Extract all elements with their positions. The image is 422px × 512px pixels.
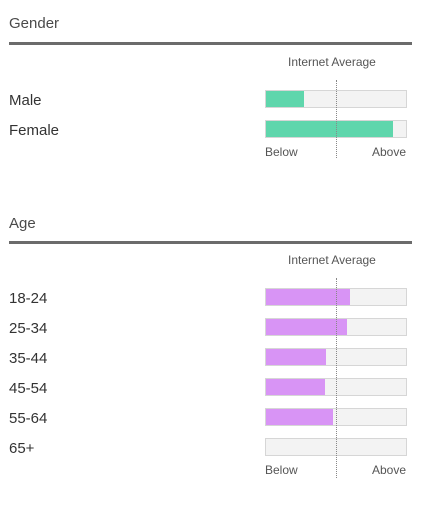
- age-bar-fill: [266, 349, 327, 365]
- age-section: Age Internet Average 18-24 25-34 35-44 4…: [9, 200, 412, 500]
- gender-internet-average-label: Internet Average: [288, 55, 376, 69]
- age-row-35-44: 35-44: [9, 348, 412, 370]
- gender-row-male: Male: [9, 90, 412, 112]
- age-row-65-plus: 65+: [9, 438, 412, 460]
- gender-row-label: Female: [9, 122, 60, 139]
- age-row-label: 55-64: [9, 410, 48, 427]
- age-bar-fill: [266, 409, 334, 425]
- age-row-18-24: 18-24: [9, 288, 412, 310]
- age-average-line: [336, 278, 337, 478]
- age-row-55-64: 55-64: [9, 408, 412, 430]
- gender-title: Gender: [9, 15, 60, 32]
- age-row-label: 65+: [9, 440, 35, 457]
- gender-bar-fill: [266, 121, 394, 137]
- age-row-label: 25-34: [9, 320, 48, 337]
- gender-bar-fill: [266, 91, 304, 107]
- age-axis-above-label: Above: [372, 463, 407, 477]
- age-row-45-54: 45-54: [9, 378, 412, 400]
- age-internet-average-label: Internet Average: [288, 253, 376, 267]
- gender-row-female: Female: [9, 120, 412, 142]
- age-bar-fill: [266, 289, 350, 305]
- age-axis-below-label: Below: [265, 463, 298, 477]
- gender-section: Gender Internet Average Male Female Belo…: [9, 0, 412, 170]
- age-bar-fill: [266, 379, 325, 395]
- age-row-25-34: 25-34: [9, 318, 412, 340]
- age-divider: [9, 241, 412, 244]
- gender-row-label: Male: [9, 92, 42, 109]
- gender-average-line: [336, 80, 337, 158]
- gender-axis-above-label: Above: [372, 145, 407, 159]
- age-row-label: 18-24: [9, 290, 48, 307]
- gender-divider: [9, 42, 412, 45]
- age-bar-fill: [266, 319, 348, 335]
- age-title: Age: [9, 215, 36, 232]
- age-row-label: 45-54: [9, 380, 48, 397]
- age-row-label: 35-44: [9, 350, 48, 367]
- gender-axis-below-label: Below: [265, 145, 298, 159]
